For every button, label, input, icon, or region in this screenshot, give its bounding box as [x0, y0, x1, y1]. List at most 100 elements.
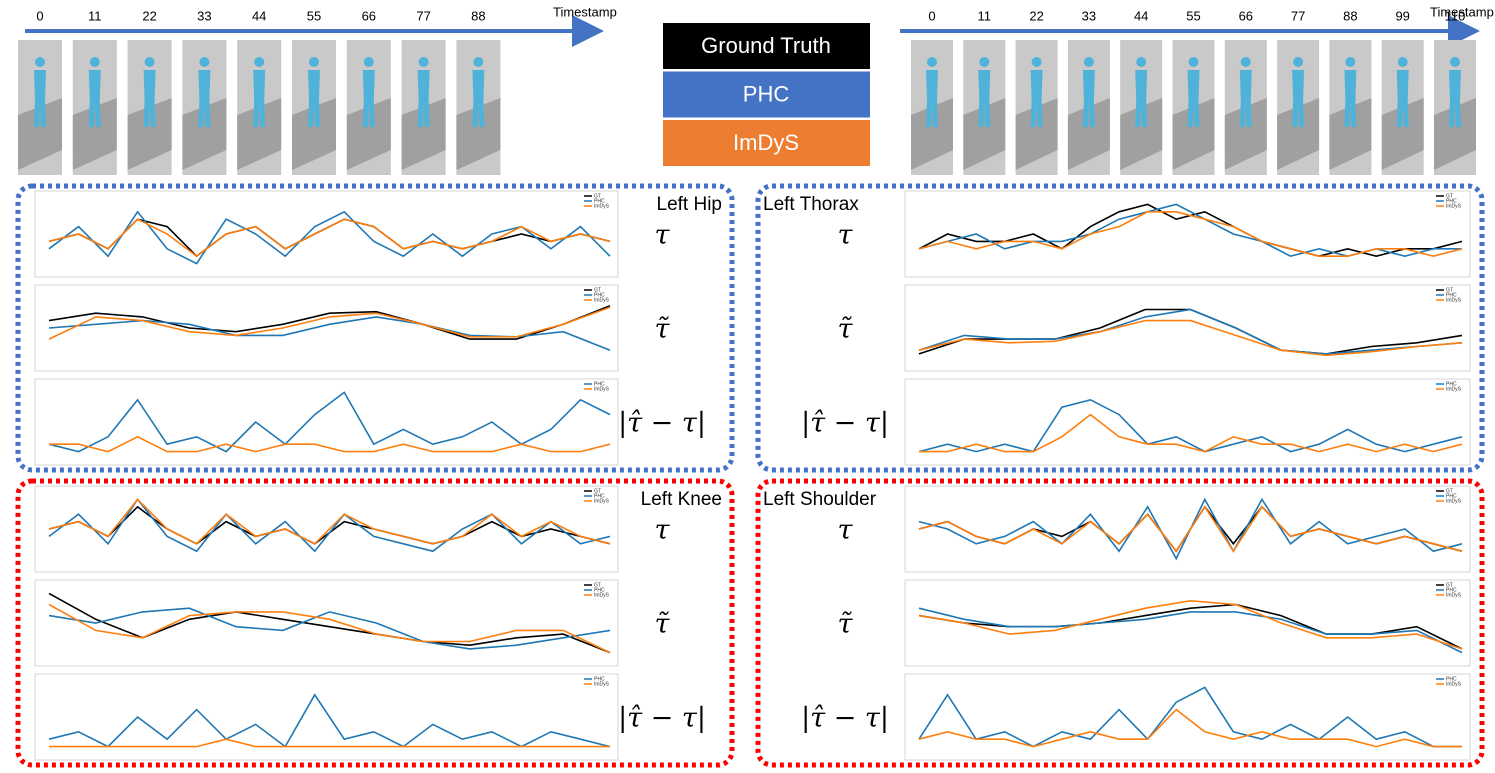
mini-legend-label: GT [1446, 193, 1453, 199]
timestamp-label: 22 [142, 8, 156, 23]
mini-legend-label: ImDyS [1446, 386, 1462, 392]
humanoid-head [89, 57, 100, 67]
timestamp-label: 0 [928, 8, 935, 23]
floor [401, 98, 446, 170]
chart-frame [904, 485, 1471, 573]
panel-title: Left Thorax [763, 194, 859, 215]
mini-legend-label: PHC [1446, 198, 1457, 204]
series-line [48, 498, 611, 553]
timeline-label: Timestamp [553, 4, 617, 19]
series-line [918, 686, 1462, 748]
humanoid-body [978, 70, 991, 127]
panel-border [15, 478, 735, 768]
chart-frame [904, 378, 1471, 466]
mini-legend-label: PHC [594, 676, 605, 682]
timestamp-label: 77 [416, 8, 430, 23]
mini-legend-label: PHC [1446, 676, 1457, 682]
series-line [918, 398, 1463, 453]
series-line [49, 435, 611, 453]
chart-frame [904, 673, 1471, 761]
row-label: τ̃ [838, 314, 854, 345]
floor [72, 98, 117, 170]
floor [1015, 98, 1058, 170]
humanoid-body [1239, 70, 1252, 127]
series-line [918, 319, 1463, 357]
legend-label: PHC [743, 81, 790, 106]
timestamp-label: 22 [1029, 8, 1043, 23]
mini-legend-label: PHC [594, 198, 605, 204]
mini-legend-label: ImDyS [594, 592, 610, 598]
humanoid-body [34, 70, 46, 127]
humanoid-head [473, 57, 484, 67]
chart-frame [34, 485, 619, 573]
chart-frame [904, 284, 1471, 372]
floor [1120, 98, 1163, 170]
series-line [48, 306, 611, 340]
timestamp-label: 44 [252, 8, 266, 23]
row-label: τ [838, 220, 854, 251]
floor [1381, 98, 1424, 170]
humanoid-head [1293, 57, 1304, 67]
humanoid-head [309, 57, 319, 67]
humanoid-head [1450, 57, 1460, 67]
row-label: |τ̂ − τ| [618, 703, 706, 734]
mini-legend-label: PHC [594, 587, 605, 593]
mini-legend-label: ImDyS [594, 681, 610, 687]
row-label: τ [655, 220, 671, 251]
timestamp-label: 33 [197, 8, 211, 23]
row-label: |τ̂ − τ| [801, 703, 889, 734]
floor [182, 98, 227, 170]
mini-legend-label: PHC [594, 381, 605, 387]
timeline-label: Timestamp [1430, 4, 1494, 19]
chart-frame [34, 284, 619, 372]
mini-legend-label: GT [594, 488, 601, 494]
timestamp-label: 55 [1186, 8, 1200, 23]
panel-border [755, 478, 1485, 768]
timestamp-label: 66 [362, 8, 376, 23]
humanoid-body [1344, 70, 1357, 127]
floor [1329, 98, 1372, 170]
row-label: τ̃ [655, 314, 671, 345]
row-label: |τ̂ − τ| [618, 408, 706, 439]
mini-legend-label: ImDyS [1446, 498, 1462, 504]
legend-box [663, 120, 870, 166]
row-label: τ [838, 515, 854, 546]
floor [292, 98, 336, 170]
humanoid-body [926, 70, 938, 127]
humanoid-head [1031, 57, 1042, 67]
timestamp-label: 11 [978, 8, 992, 23]
mini-legend-label: GT [1446, 287, 1453, 293]
series-line [48, 693, 611, 748]
chart-frame [904, 190, 1471, 278]
mini-legend-label: ImDyS [1446, 681, 1462, 687]
mini-legend-label: PHC [1446, 292, 1457, 298]
humanoid-body [198, 70, 211, 127]
floor [1067, 98, 1110, 170]
humanoid-body [1135, 70, 1148, 127]
humanoid-body [253, 70, 266, 127]
floor [1434, 98, 1476, 170]
humanoid-body [88, 70, 101, 127]
series-line [918, 599, 1463, 650]
mini-legend-label: GT [594, 193, 601, 199]
humanoid-body [1292, 70, 1305, 127]
humanoid-head [199, 57, 210, 67]
series-line [48, 391, 611, 453]
humanoid-body [143, 70, 156, 127]
series-line [918, 708, 1462, 748]
humanoid-head [254, 57, 265, 67]
humanoid-head [1136, 57, 1147, 67]
chart-frame [904, 579, 1471, 667]
floor [346, 98, 391, 170]
humanoid-head [979, 57, 990, 67]
humanoid-body [1187, 70, 1200, 127]
chart-frame [34, 579, 619, 667]
humanoid-body [362, 70, 375, 127]
series-line [48, 305, 611, 340]
series-line [48, 603, 611, 654]
humanoid-body [1030, 70, 1043, 127]
row-label: |τ̂ − τ| [801, 408, 889, 439]
mini-legend-label: PHC [1446, 587, 1457, 593]
mini-legend-label: ImDyS [594, 498, 610, 504]
humanoid-body [417, 70, 430, 127]
